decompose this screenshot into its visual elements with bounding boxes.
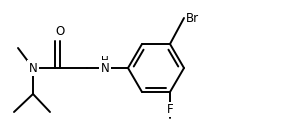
- Text: N: N: [101, 61, 110, 75]
- Text: H: H: [101, 56, 109, 66]
- Text: F: F: [167, 103, 173, 116]
- Text: N: N: [29, 61, 37, 75]
- Text: Br: Br: [186, 12, 199, 24]
- Text: O: O: [55, 25, 65, 38]
